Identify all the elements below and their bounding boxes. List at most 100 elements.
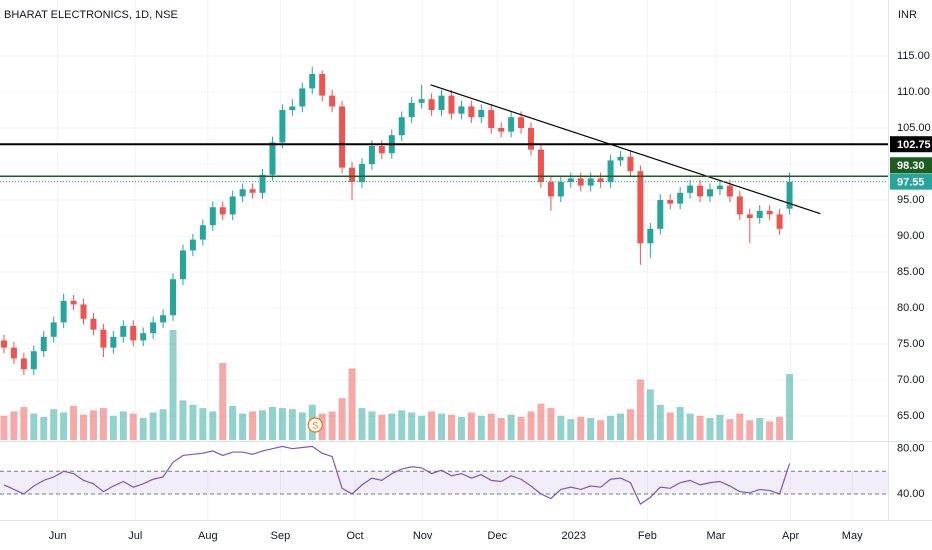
candle-body	[528, 128, 535, 150]
candle-body	[508, 117, 515, 132]
volume-bar	[467, 412, 475, 440]
volume-bar	[447, 414, 455, 440]
candle-body	[160, 315, 167, 323]
candle-body	[657, 200, 664, 229]
candle-body	[547, 182, 554, 197]
volume-bar	[517, 416, 525, 440]
x-tick-label: Jul	[128, 530, 142, 542]
volume-bar	[597, 420, 605, 440]
volume-bar	[229, 405, 237, 440]
candle-body	[627, 156, 634, 172]
volume-bar	[99, 408, 107, 440]
price-label-box	[890, 136, 932, 153]
candle-body	[567, 178, 574, 183]
volume-bar	[199, 408, 207, 440]
candle-body	[349, 167, 356, 183]
volume-bar	[438, 413, 446, 440]
volume-bar	[776, 416, 784, 440]
candle-body	[20, 358, 27, 370]
volume-bar	[159, 409, 167, 440]
chart-title: BHARAT ELECTRONICS, 1D, NSE	[4, 9, 178, 21]
volume-bar	[786, 374, 794, 440]
volume-bar	[686, 413, 694, 440]
volume-bar	[656, 404, 664, 440]
candle-body	[726, 185, 733, 197]
candle-body	[448, 95, 455, 114]
volume-bar	[756, 418, 764, 440]
candle-body	[438, 95, 445, 111]
candle-body	[209, 207, 216, 226]
volume-bar	[477, 415, 485, 440]
candle-body	[80, 304, 87, 319]
volume-bar	[109, 415, 117, 440]
volume-bar	[766, 421, 774, 440]
volume-bar	[527, 411, 535, 440]
volume-bar	[60, 412, 68, 440]
candle-body	[150, 322, 157, 334]
volume-bar	[30, 413, 38, 440]
candle-body	[398, 117, 405, 136]
volume-bar	[497, 418, 505, 440]
candle-body	[70, 300, 77, 305]
candle-body	[667, 200, 674, 204]
y-tick-label: 90.00	[897, 230, 925, 242]
volume-bar	[139, 418, 147, 440]
price-label-box	[890, 173, 932, 190]
candle-body	[786, 181, 793, 209]
candle-body	[289, 106, 296, 111]
price-label-box	[890, 157, 932, 174]
volume-bar	[50, 409, 58, 440]
volume-bar	[328, 411, 336, 440]
candle-body	[40, 336, 47, 352]
candle-body	[130, 326, 137, 341]
candle-body	[100, 329, 107, 348]
volume-bar	[666, 412, 674, 440]
candle-body	[358, 164, 365, 183]
candle-body	[90, 318, 97, 330]
candle-body	[707, 189, 714, 197]
volume-bar	[746, 420, 754, 440]
candle-body	[577, 178, 584, 186]
volume-bar	[706, 418, 714, 440]
volume-bar	[358, 408, 366, 440]
candle-body	[488, 110, 495, 129]
volume-bar	[388, 413, 396, 440]
event-marker	[307, 417, 323, 433]
volume-bar	[169, 330, 177, 440]
volume-bar	[368, 411, 376, 440]
candle-body	[647, 228, 654, 244]
y-tick-label: 65.00	[897, 410, 925, 422]
volume-bar	[696, 415, 704, 440]
volume-bar	[398, 410, 406, 440]
candle-body	[140, 333, 147, 341]
y-tick-label: 80.00	[897, 302, 925, 314]
candle-body	[229, 196, 236, 215]
candle-body	[597, 178, 604, 183]
candle-body	[557, 182, 564, 197]
candle-body	[776, 214, 783, 229]
y-axis-label: INR	[898, 9, 917, 21]
price-label: 98.30	[897, 160, 925, 172]
x-tick-label: Jun	[49, 530, 67, 542]
x-tick-label: Oct	[346, 530, 363, 542]
x-tick-label: Aug	[198, 530, 218, 542]
x-tick-label: Nov	[413, 530, 433, 542]
volume-bar	[428, 411, 436, 440]
volume-bar	[617, 413, 625, 440]
y-tick-label: 85.00	[897, 266, 925, 278]
volume-bar	[646, 389, 654, 440]
candle-body	[716, 185, 723, 190]
volume-bar	[209, 411, 217, 440]
candle-body	[309, 74, 316, 89]
event-label: S	[312, 420, 318, 430]
volume-bar	[10, 411, 18, 440]
volume-bar	[577, 416, 585, 440]
volume-bar	[567, 419, 575, 440]
candle-body	[677, 192, 684, 204]
candle-body	[746, 214, 753, 219]
x-tick-label: Mar	[706, 530, 725, 542]
candle-body	[249, 189, 256, 193]
volume-bar	[0, 415, 8, 440]
candle-body	[110, 336, 117, 348]
